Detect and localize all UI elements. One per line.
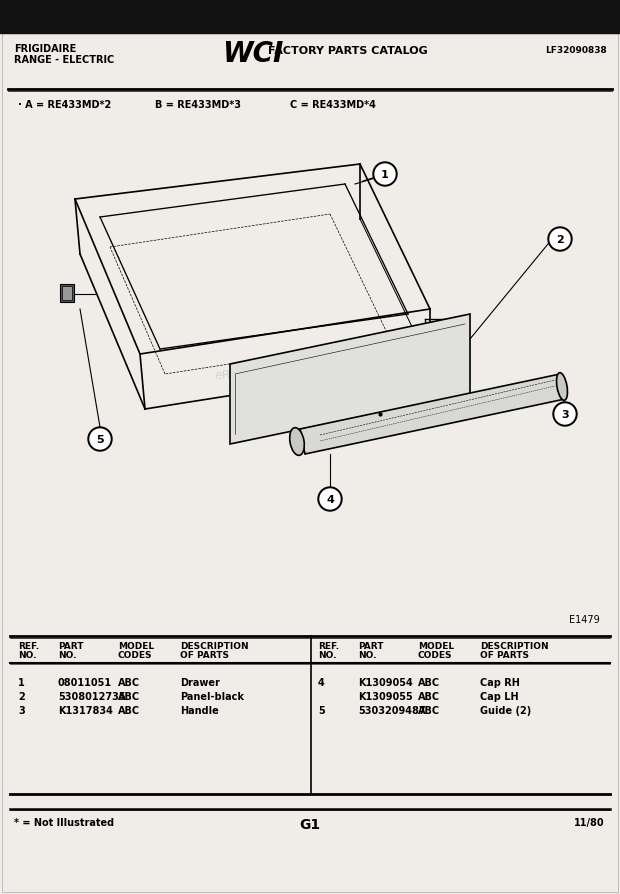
Text: 5308012735: 5308012735 [58,691,126,701]
Text: REF.: REF. [318,641,339,650]
Bar [62,287,72,300]
Text: DESCRIPTION: DESCRIPTION [180,641,249,650]
Text: MODEL: MODEL [118,641,154,650]
Text: 1: 1 [18,678,25,687]
Bar [60,284,74,303]
Text: Panel-black: Panel-black [180,691,244,701]
Text: Drawer: Drawer [180,678,220,687]
Text: ABC: ABC [418,691,440,701]
Text: C = RE433MD*4: C = RE433MD*4 [290,100,376,110]
Circle shape [555,405,575,425]
Text: RANGE - ELECTRIC: RANGE - ELECTRIC [14,55,114,65]
Circle shape [375,164,395,185]
Text: LF32090838: LF32090838 [545,46,607,55]
Text: NO.: NO. [318,650,337,659]
Text: CODES: CODES [418,650,453,659]
Text: ABC: ABC [118,691,140,701]
Text: Cap RH: Cap RH [480,678,520,687]
Text: CODES: CODES [118,650,153,659]
Text: B = RE433MD*3: B = RE433MD*3 [155,100,241,110]
Text: DESCRIPTION: DESCRIPTION [480,641,549,650]
Circle shape [88,427,112,451]
Circle shape [373,163,397,187]
Text: Cap LH: Cap LH [480,691,518,701]
Text: OF PARTS: OF PARTS [180,650,229,659]
Text: 3: 3 [18,705,25,715]
Text: 5: 5 [318,705,325,715]
Text: K1317834: K1317834 [58,705,113,715]
Text: ABC: ABC [418,678,440,687]
Text: E1479: E1479 [569,614,600,624]
Text: 4: 4 [318,678,325,687]
Text: PART: PART [358,641,384,650]
Text: ABC: ABC [118,705,140,715]
Text: 1: 1 [381,170,389,180]
Text: PART: PART [58,641,84,650]
Circle shape [553,402,577,426]
Text: WCI: WCI [222,40,283,68]
Text: K1309055: K1309055 [358,691,413,701]
Text: 2: 2 [18,691,25,701]
Bar [0,0,620,34]
Text: FACTORY PARTS CATALOG: FACTORY PARTS CATALOG [268,46,428,56]
Text: 3: 3 [561,409,569,419]
Circle shape [90,429,110,450]
Text: 5: 5 [96,434,104,444]
Text: · A = RE433MD*2: · A = RE433MD*2 [18,100,111,110]
Polygon shape [300,375,565,454]
Ellipse shape [557,374,567,401]
Text: 2: 2 [556,235,564,245]
Text: ABC: ABC [118,678,140,687]
Text: NO.: NO. [358,650,376,659]
Text: MODEL: MODEL [418,641,454,650]
Circle shape [550,230,570,249]
Text: G1: G1 [299,817,321,831]
Circle shape [548,228,572,252]
Text: 5303209487: 5303209487 [358,705,425,715]
Text: FRIGIDAIRE: FRIGIDAIRE [14,44,76,54]
Polygon shape [230,315,470,444]
Text: Handle: Handle [180,705,219,715]
Text: 4: 4 [326,494,334,504]
Circle shape [320,489,340,510]
Text: K1309054: K1309054 [358,678,413,687]
Text: NO.: NO. [58,650,76,659]
Text: REF.: REF. [18,641,39,650]
Text: ABC: ABC [418,705,440,715]
Text: * = Not Illustrated: * = Not Illustrated [14,817,114,827]
Text: NO.: NO. [18,650,37,659]
Circle shape [318,487,342,511]
Text: eReplacementParts.com: eReplacementParts.com [214,368,366,381]
Text: 08011051: 08011051 [58,678,112,687]
Text: OF PARTS: OF PARTS [480,650,529,659]
Text: Guide (2): Guide (2) [480,705,531,715]
Text: 11/80: 11/80 [574,817,605,827]
Ellipse shape [290,428,304,456]
